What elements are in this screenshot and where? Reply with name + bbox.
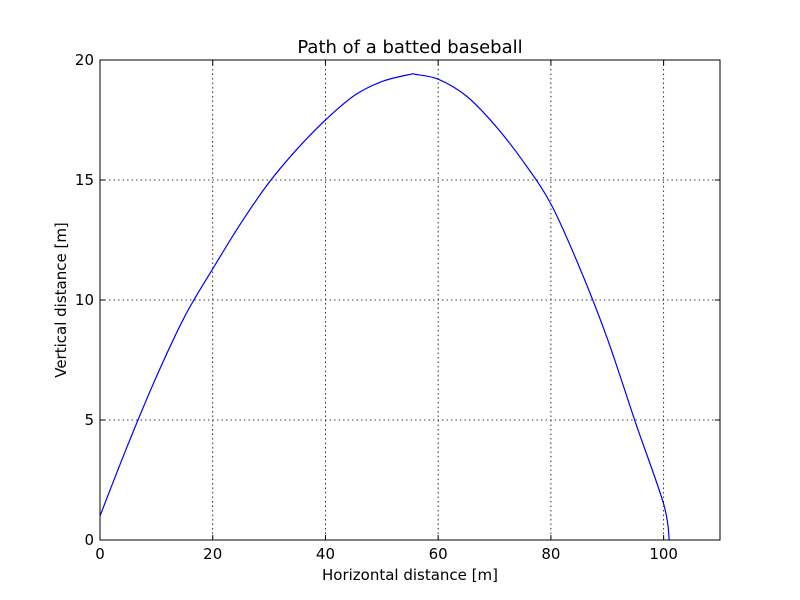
chart-title: Path of a batted baseball [297,37,522,58]
y-tick-label: 5 [84,411,94,429]
x-tick-label: 40 [316,545,335,563]
y-tick-label: 0 [84,531,94,549]
trajectory-line [99,73,670,541]
y-tick-label: 20 [75,51,94,69]
series-layer [99,73,670,541]
y-tick-label: 15 [75,171,94,189]
grid [100,60,720,540]
y-axis-label: Vertical distance [m] [52,222,70,378]
x-tick-label: 20 [203,545,222,563]
ticks: 0 20 40 60 80 100 0 5 10 15 20 [75,51,720,563]
x-axis-label: Horizontal distance [m] [322,566,498,584]
x-tick-label: 0 [95,545,105,563]
x-tick-label: 100 [649,545,678,563]
x-tick-label: 80 [541,545,560,563]
y-tick-label: 10 [75,291,94,309]
x-tick-label: 60 [429,545,448,563]
